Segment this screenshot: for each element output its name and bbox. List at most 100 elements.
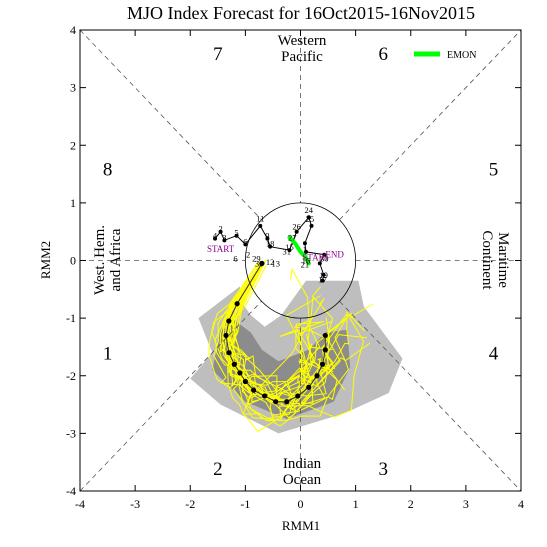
date-label: 18	[266, 239, 275, 249]
ensemble-member-line	[225, 266, 365, 422]
date-label: 4	[213, 231, 218, 241]
x-tick-label: 0	[298, 497, 304, 511]
forecast-mean-point	[322, 347, 328, 353]
date-label: 13	[271, 258, 280, 268]
forecast-mean-point	[322, 332, 328, 339]
observed-point	[304, 249, 309, 254]
forecast-mean-point	[226, 318, 232, 324]
observed-point	[222, 238, 227, 243]
region-left-line2: and Africa	[108, 228, 124, 291]
y-tick-label: 0	[70, 254, 76, 268]
ensemble-member-line	[226, 264, 350, 405]
forecast-mean-point	[295, 393, 301, 399]
forecast-mean-point	[226, 350, 232, 356]
ensemble-member-line	[232, 259, 334, 399]
track-marker-label: END	[325, 250, 344, 260]
phase-guides	[80, 30, 521, 491]
observed-point	[287, 248, 292, 253]
forecast-mean-point	[223, 332, 229, 339]
x-tick-label: -2	[185, 497, 195, 511]
observed-point	[317, 261, 322, 266]
observed-point	[243, 242, 248, 247]
date-label: 17	[318, 274, 327, 284]
forecast-mean-point	[242, 378, 248, 385]
legend-label: EMON	[447, 50, 476, 61]
date-label: 16	[302, 255, 311, 265]
y-tick-label: -2	[66, 369, 76, 383]
x-tick-label: 2	[408, 497, 414, 511]
date-label: 25	[306, 214, 315, 224]
date-label: 2	[246, 250, 250, 260]
forecast-mean-point	[306, 384, 312, 390]
y-tick-label: 2	[70, 138, 76, 152]
region-bottom-line1: Indian	[283, 456, 322, 472]
spread-inner-area	[212, 318, 351, 419]
observed-point	[258, 223, 263, 228]
region-labels: Western Pacific Indian Ocean West. Hem. …	[92, 33, 511, 488]
forecast-mean-point	[237, 370, 243, 376]
y-tick-label: 1	[70, 196, 76, 210]
observed-point	[320, 278, 325, 283]
y-tick-label: 4	[70, 23, 76, 37]
forecast-mean-point	[251, 387, 257, 393]
y-axis-label: RMM2	[38, 241, 53, 279]
forecast-mean-point	[234, 301, 240, 307]
ensemble-spread	[190, 280, 403, 434]
x-tick-label: 3	[463, 497, 469, 511]
date-label: 26	[292, 221, 301, 231]
region-right-line2: Continent	[479, 230, 495, 290]
phase-number: 4	[489, 344, 499, 365]
observed-point	[294, 229, 299, 234]
phase-diagonal-line	[80, 30, 262, 221]
ensemble-member-line	[214, 265, 321, 420]
date-label: 3	[222, 232, 226, 242]
phase-number: 2	[213, 459, 223, 480]
observed-point	[218, 229, 223, 234]
phase-number: 8	[103, 159, 113, 180]
index-tracks	[213, 215, 328, 405]
track-marker-label: START	[302, 253, 330, 263]
ensemble-member-line	[221, 260, 334, 403]
ensemble-member-line	[226, 267, 338, 419]
forecast-mean-point	[284, 399, 290, 405]
phase-number: 6	[378, 44, 388, 65]
forecast-mean-point	[262, 393, 268, 399]
x-tick-label: 1	[353, 497, 359, 511]
phase-number: 3	[378, 459, 388, 480]
forecast-mean-point	[231, 361, 237, 367]
date-label: 2	[218, 224, 222, 234]
date-label: 11	[256, 213, 264, 223]
date-label: 15	[285, 242, 294, 252]
phase-number: 1	[103, 344, 113, 365]
x-tick-label: -1	[240, 497, 250, 511]
observed-point	[321, 272, 326, 277]
region-bottom-line2: Ocean	[283, 472, 322, 488]
x-tick-label: -4	[75, 497, 85, 511]
observed-point	[322, 252, 327, 257]
observed-point	[268, 244, 273, 249]
date-label: 19	[319, 270, 328, 280]
date-label: 1	[303, 244, 307, 254]
observed-point	[309, 223, 314, 228]
ensemble-member-line	[211, 261, 341, 433]
ensemble-mean-line	[287, 235, 311, 266]
track-marker-label: START	[207, 244, 235, 254]
y-tick-label: -4	[66, 484, 76, 498]
ensemble-members	[208, 259, 374, 433]
date-label: 30	[255, 258, 264, 268]
y-tick-label: -3	[66, 426, 76, 440]
phase-number: 5	[489, 159, 499, 180]
date-label: 9	[265, 231, 269, 241]
chart-title: MJO Index Forecast for 16Oct2015-16Nov20…	[127, 3, 475, 23]
x-axis-label: RMM1	[282, 518, 320, 533]
observed-point	[306, 215, 311, 220]
ensemble-member-line	[227, 265, 349, 403]
region-left-line1: West. Hem.	[92, 225, 108, 295]
ensemble-member-line	[208, 263, 325, 412]
region-right-line1: Maritime	[495, 232, 511, 288]
